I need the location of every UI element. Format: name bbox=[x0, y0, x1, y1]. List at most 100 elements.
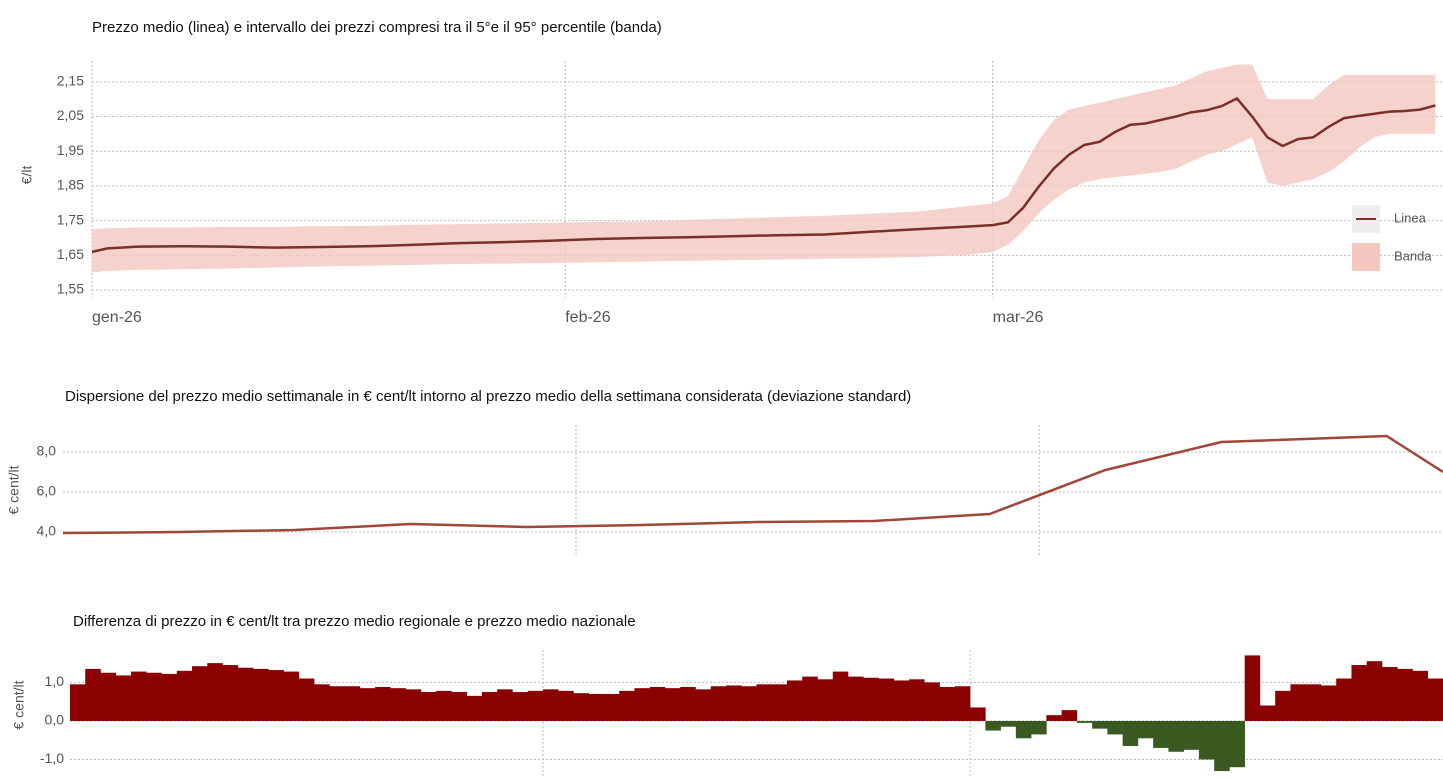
y-axis-label: € cent/lt bbox=[11, 680, 27, 729]
bar bbox=[1107, 720, 1123, 735]
bar bbox=[405, 689, 422, 721]
bar bbox=[1061, 710, 1078, 721]
bar bbox=[1076, 720, 1093, 723]
bar bbox=[619, 690, 635, 721]
legend-key bbox=[1352, 243, 1380, 271]
bar bbox=[70, 684, 86, 721]
bar bbox=[603, 693, 620, 721]
bar bbox=[237, 667, 254, 721]
y-tick-label: 1,55 bbox=[57, 281, 84, 297]
bar bbox=[710, 686, 727, 721]
bar bbox=[115, 675, 132, 721]
bar bbox=[1122, 720, 1139, 746]
bar bbox=[1031, 720, 1047, 735]
bar bbox=[192, 666, 208, 721]
y-tick-label: 1,75 bbox=[57, 211, 84, 227]
bar bbox=[939, 687, 956, 721]
bar bbox=[466, 695, 483, 721]
bar bbox=[802, 676, 818, 721]
bar bbox=[848, 676, 864, 721]
bar bbox=[527, 690, 544, 721]
bar bbox=[1137, 720, 1154, 739]
bar bbox=[649, 687, 666, 721]
y-tick-label: 1,95 bbox=[57, 142, 84, 158]
bar bbox=[573, 693, 589, 721]
y-tick-label: -1,0 bbox=[40, 750, 64, 766]
bar bbox=[1153, 720, 1169, 748]
x-tick-label: mar-26 bbox=[993, 309, 1044, 326]
bar bbox=[85, 668, 101, 721]
bar bbox=[1351, 665, 1368, 721]
bar bbox=[1275, 690, 1291, 721]
bar bbox=[131, 671, 147, 721]
bar bbox=[481, 692, 498, 721]
y-tick-label: 0,0 bbox=[45, 712, 65, 728]
bar bbox=[1000, 720, 1017, 727]
y-tick-label: 2,05 bbox=[57, 107, 84, 123]
bar bbox=[1198, 720, 1215, 760]
bar bbox=[1397, 668, 1413, 721]
bar bbox=[954, 686, 971, 721]
bar bbox=[207, 663, 223, 721]
chart-title: Differenza di prezzo in € cent/lt tra pr… bbox=[73, 613, 636, 630]
bar bbox=[542, 689, 559, 721]
bar bbox=[725, 685, 742, 721]
bar bbox=[344, 686, 361, 721]
bar bbox=[558, 690, 574, 721]
bar bbox=[1366, 661, 1383, 721]
y-axis-label: €/lt bbox=[19, 166, 35, 185]
bar bbox=[451, 692, 467, 721]
bar bbox=[268, 670, 284, 721]
bar bbox=[1290, 684, 1306, 721]
bar bbox=[970, 707, 986, 721]
bar bbox=[893, 680, 910, 721]
bar bbox=[420, 692, 437, 721]
bar bbox=[436, 690, 452, 721]
bar bbox=[329, 686, 345, 721]
bar bbox=[756, 684, 773, 721]
bar bbox=[100, 672, 117, 721]
legend-label: Banda bbox=[1394, 248, 1432, 263]
y-tick-label: 2,15 bbox=[57, 73, 84, 89]
bar bbox=[222, 665, 239, 721]
bar bbox=[176, 670, 193, 721]
bar bbox=[314, 684, 330, 721]
bar bbox=[741, 686, 757, 721]
bar bbox=[283, 671, 300, 721]
bar bbox=[680, 687, 696, 721]
y-tick-label: 1,85 bbox=[57, 177, 84, 193]
bar bbox=[1427, 678, 1443, 721]
bar bbox=[1092, 720, 1108, 729]
chart-title: Prezzo medio (linea) e intervallo dei pr… bbox=[92, 19, 662, 36]
bar bbox=[161, 673, 178, 721]
bar bbox=[298, 678, 315, 721]
bar bbox=[146, 672, 162, 721]
bar bbox=[588, 693, 605, 721]
bar bbox=[1381, 666, 1398, 721]
bar bbox=[985, 720, 1001, 731]
y-tick-label: 4,0 bbox=[37, 523, 57, 539]
bar bbox=[1214, 720, 1230, 772]
bar bbox=[787, 680, 803, 721]
y-axis-label: € cent/lt bbox=[6, 465, 22, 514]
bar bbox=[832, 671, 849, 721]
x-tick-label: gen-26 bbox=[92, 309, 142, 326]
bar bbox=[1320, 685, 1337, 721]
bar bbox=[878, 678, 895, 721]
bar bbox=[1412, 670, 1429, 721]
bar bbox=[909, 679, 925, 721]
bar bbox=[1244, 655, 1261, 721]
legend-label: Linea bbox=[1394, 210, 1427, 225]
bar bbox=[1259, 705, 1276, 721]
bar bbox=[1229, 720, 1245, 768]
bar bbox=[1168, 720, 1184, 752]
bar bbox=[1015, 720, 1032, 739]
y-tick-label: 1,65 bbox=[57, 246, 84, 262]
bar bbox=[375, 687, 391, 721]
bar bbox=[863, 677, 879, 721]
bar bbox=[359, 688, 376, 721]
bar bbox=[695, 689, 712, 721]
x-tick-label: feb-26 bbox=[565, 309, 610, 326]
chart-title: Dispersione del prezzo medio settimanale… bbox=[65, 388, 911, 405]
